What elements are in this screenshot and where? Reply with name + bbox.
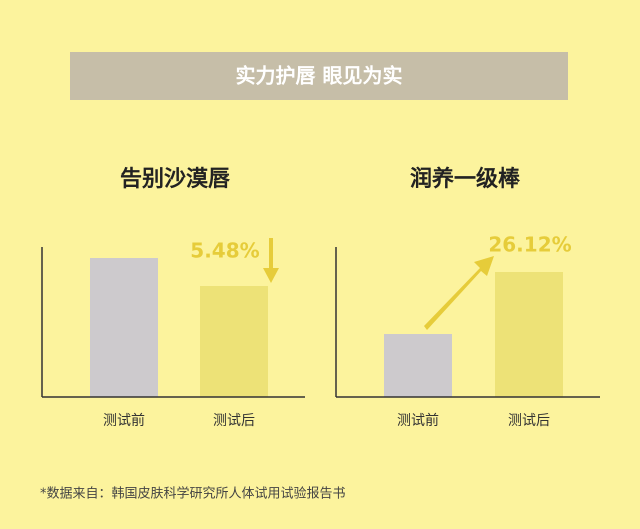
chart-title: 告别沙漠唇 <box>120 167 231 192</box>
chart-title: 润养一级棒 <box>410 166 521 192</box>
bar <box>495 272 563 397</box>
x-tick-label: 测试前 <box>397 412 439 429</box>
x-tick-label: 测试前 <box>103 412 145 429</box>
bar <box>200 286 268 397</box>
x-tick-label: 测试后 <box>213 413 255 429</box>
arrow-up <box>424 256 494 330</box>
x-tick-label: 测试后 <box>508 413 550 429</box>
banner <box>70 52 568 100</box>
annotation: 26.12% <box>488 233 571 257</box>
bar <box>384 334 452 397</box>
annotation: 5.48% <box>190 239 259 263</box>
footnote: *数据来自：韩国皮肤科学研究所人体试用试验报告书 <box>40 486 346 502</box>
bar <box>90 258 158 397</box>
banner-text: 实力护唇 眼见为实 <box>236 64 403 88</box>
arrow-head <box>263 268 279 283</box>
